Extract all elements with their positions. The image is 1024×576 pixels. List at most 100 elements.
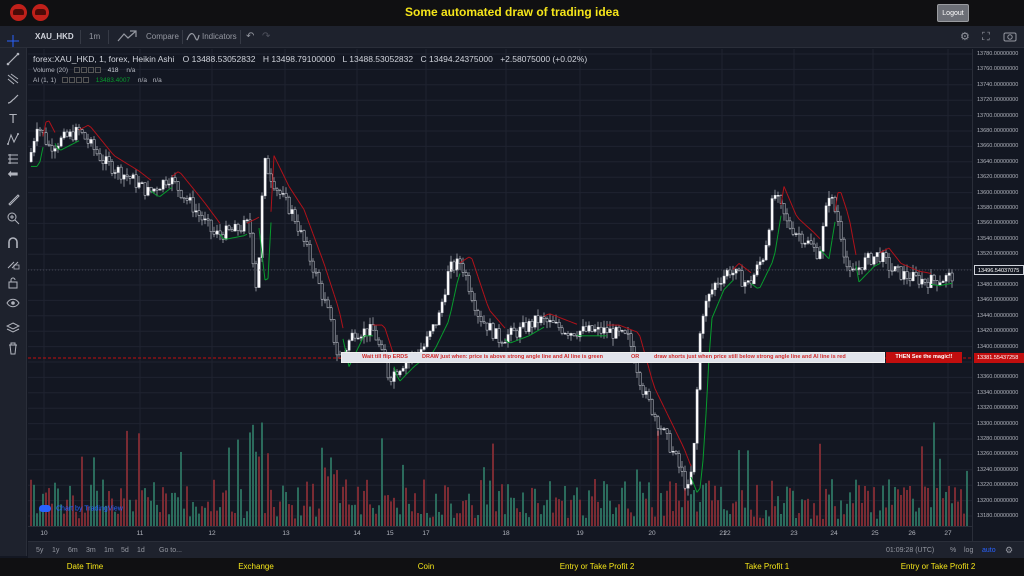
current-price-tag: 13496.54037075: [974, 265, 1024, 275]
redo-icon[interactable]: ↷: [262, 31, 271, 42]
symbol-search[interactable]: XAU_HKD: [35, 32, 74, 41]
more-toggle-icon[interactable]: [82, 77, 89, 84]
volume-bar: [255, 451, 257, 527]
lock-drawing-icon[interactable]: [6, 256, 20, 270]
text-icon[interactable]: T: [9, 112, 17, 126]
volume-bar: [465, 500, 467, 527]
chart-toolbar: XAU_HKD 1m Compare Indicators ↶ ↷ ⚙ ⛶: [0, 26, 1024, 48]
settings-toggle-icon[interactable]: [68, 77, 75, 84]
eye-toggle-icon[interactable]: [73, 67, 80, 74]
candle-body: [80, 129, 84, 133]
interval-button[interactable]: 1m: [89, 32, 101, 41]
fib-icon[interactable]: [6, 72, 20, 86]
range-1m[interactable]: 1m: [104, 547, 114, 554]
back-arrow-icon[interactable]: ⬅: [7, 167, 19, 182]
candle-body: [785, 213, 789, 222]
range-1d[interactable]: 1d: [137, 547, 145, 554]
ai-line-segment: [324, 266, 329, 276]
candle-body: [68, 131, 72, 137]
volume-bar: [963, 513, 965, 527]
trash-icon[interactable]: [6, 341, 20, 355]
lock-icon[interactable]: [6, 276, 20, 290]
ai-label[interactable]: AI (1, 1): [33, 77, 57, 84]
crosshair-icon[interactable]: [6, 34, 20, 48]
snapshot-icon[interactable]: [1003, 26, 1017, 48]
bottom-toolbar: 5y 1y 6m 3m 1m 5d 1d Go to... 01:09:28 (…: [28, 541, 1024, 558]
layers-icon[interactable]: [5, 321, 21, 335]
ai-line-segment: [732, 266, 737, 270]
ai-line-segment: [903, 264, 908, 267]
price-chart[interactable]: [28, 49, 972, 541]
indicators-button[interactable]: Indicators: [202, 32, 237, 41]
settings-toggle-icon[interactable]: [80, 67, 87, 74]
logout-button[interactable]: Logout: [937, 4, 969, 22]
ai-line-segment: [414, 363, 419, 367]
indicators-icon[interactable]: [186, 26, 200, 48]
volume-bar: [318, 508, 320, 527]
range-3m[interactable]: 3m: [86, 547, 96, 554]
percent-toggle[interactable]: %: [950, 547, 957, 554]
undo-icon[interactable]: ↶: [246, 31, 255, 42]
candle-body: [893, 266, 897, 272]
ai-line-segment: [327, 275, 332, 286]
volume-bar: [261, 422, 263, 527]
volume-bar: [744, 507, 746, 527]
settings-icon[interactable]: ⚙: [960, 31, 970, 43]
compare-button[interactable]: Compare: [146, 32, 179, 41]
close-toggle-icon[interactable]: [75, 77, 82, 84]
compare-icon[interactable]: [116, 26, 140, 48]
candle-body: [356, 337, 360, 340]
volume-bar: [132, 511, 134, 527]
volume-bar: [327, 476, 329, 527]
range-1y[interactable]: 1y: [52, 547, 60, 554]
ai-line-segment: [387, 337, 392, 347]
eye-toggle-icon[interactable]: [61, 77, 68, 84]
volume-bar: [552, 512, 554, 527]
ai-line-segment: [48, 120, 53, 127]
ai-line-segment: [291, 190, 296, 196]
zoom-in-icon[interactable]: [6, 211, 20, 225]
ai-line-segment: [39, 147, 44, 162]
series-title[interactable]: forex:XAU_HKD, 1, forex, Heikin Ashi: [33, 54, 175, 64]
volume-bar: [753, 516, 755, 527]
more-toggle-icon[interactable]: [94, 67, 101, 74]
credit-label[interactable]: Chart by TradingView: [56, 505, 123, 513]
ai-line-segment: [357, 341, 362, 349]
utc-clock[interactable]: 01:09:28 (UTC): [886, 547, 935, 554]
price-tick-label: 13740.00000000: [977, 81, 1019, 88]
range-5d[interactable]: 5d: [121, 547, 129, 554]
price-axis[interactable]: 13780.00000000 13760.00000000 13740.000000…: [972, 49, 1024, 541]
ai-line-segment: [228, 237, 233, 240]
trendline-icon[interactable]: [6, 52, 20, 66]
settings-icon[interactable]: ⚙: [1005, 545, 1014, 555]
price-tick-label: 13340.00000000: [977, 389, 1019, 396]
ai-line-segment: [876, 262, 881, 266]
tradingview-credit[interactable]: Chart by TradingView: [39, 505, 123, 512]
ruler-icon[interactable]: [6, 192, 20, 206]
prediction-icon[interactable]: [6, 152, 20, 166]
candle-body: [836, 211, 840, 222]
candle-body: [896, 266, 900, 268]
pattern-icon[interactable]: [6, 132, 20, 146]
range-5y[interactable]: 5y: [36, 547, 44, 554]
auto-toggle[interactable]: auto: [982, 547, 996, 554]
volume-bar: [81, 456, 83, 527]
chart-area[interactable]: forex:XAU_HKD, 1, forex, Heikin Ashi O 1…: [28, 49, 972, 541]
log-toggle[interactable]: log: [964, 547, 974, 554]
fullscreen-icon[interactable]: ⛶: [982, 31, 990, 43]
volume-bar: [570, 499, 572, 527]
volume-bar: [756, 484, 758, 527]
brush-icon[interactable]: [6, 92, 20, 106]
goto-button[interactable]: Go to...: [159, 547, 182, 554]
time-axis[interactable]: 10 11 12 13 14 15 17 18 19 20 21 22 23 24 25 26 27: [28, 526, 972, 541]
volume-label[interactable]: Volume (20): [33, 67, 69, 74]
ai-line-segment: [813, 232, 818, 237]
volume-bar: [543, 505, 545, 527]
volume-bar: [216, 510, 218, 527]
range-6m[interactable]: 6m: [68, 547, 78, 554]
magnet-icon[interactable]: [6, 236, 20, 250]
close-toggle-icon[interactable]: [87, 67, 94, 74]
candle-body: [38, 128, 42, 131]
price-tick-label: 13720.00000000: [977, 97, 1019, 104]
eye-icon[interactable]: [6, 296, 20, 310]
